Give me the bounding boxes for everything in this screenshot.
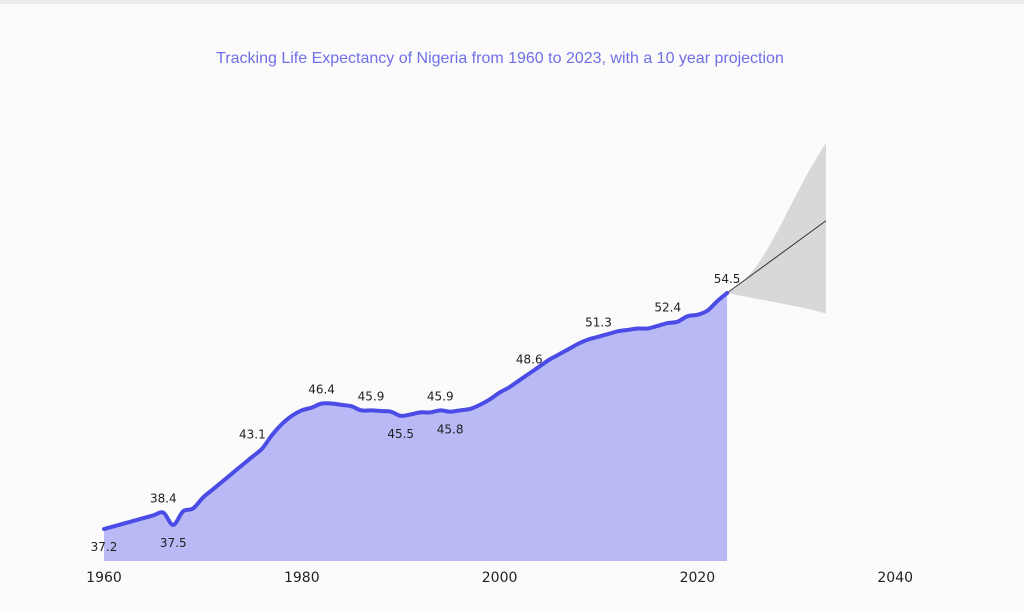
chart-title: Tracking Life Expectancy of Nigeria from…: [216, 50, 784, 67]
x-axis-ticks: 1960 1980 2000 2020 2040: [86, 570, 913, 586]
x-tick-label: 2000: [482, 570, 518, 586]
x-tick-label: 1980: [284, 570, 320, 586]
data-labels: 37.2 38.4 37.5 43.1 46.4 45.9 45.5 45.9 45.8 48.6…: [91, 272, 741, 554]
data-label: 54.5: [714, 272, 741, 286]
projection-forecast-line: [726, 220, 827, 294]
data-label: 37.2: [91, 540, 118, 554]
x-tick-label: 1960: [86, 570, 122, 586]
area-layer: [104, 293, 728, 561]
projection-layer: [726, 142, 827, 314]
data-label: 38.4: [150, 492, 177, 506]
data-label: 51.3: [585, 316, 612, 330]
series-line-life-expectancy: [102, 291, 730, 531]
projection-confidence-band: [727, 142, 826, 314]
line-layer: [102, 291, 730, 531]
data-label: 37.5: [160, 536, 187, 550]
data-label: 45.8: [437, 423, 464, 437]
data-label: 48.6: [516, 353, 543, 367]
data-label: 43.1: [239, 428, 266, 442]
x-tick-label: 2020: [680, 570, 716, 586]
data-label: 52.4: [654, 301, 681, 315]
area-fill: [104, 293, 728, 561]
x-tick-label: 2040: [877, 570, 913, 586]
top-border: [0, 0, 1024, 4]
data-label: 45.5: [387, 427, 414, 441]
data-label: 45.9: [358, 389, 385, 403]
data-label: 45.9: [427, 389, 454, 403]
data-label: 46.4: [308, 383, 335, 397]
